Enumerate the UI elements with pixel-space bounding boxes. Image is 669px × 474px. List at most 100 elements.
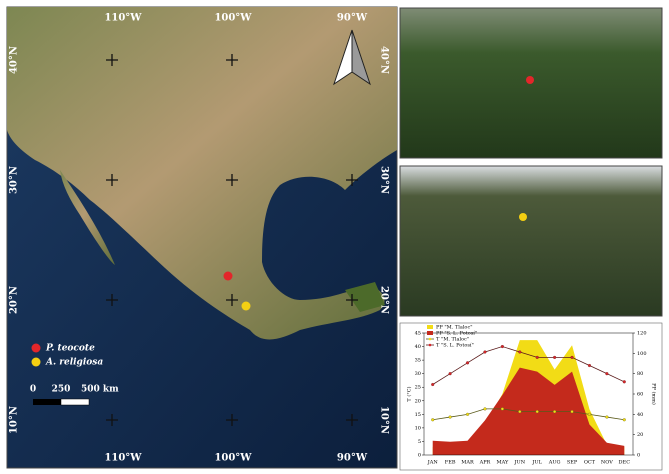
latitude-label: 20°N <box>379 286 390 314</box>
temperature-point <box>448 372 452 376</box>
legend-label: T "M. Tlaloc" <box>436 337 469 343</box>
y-tick-label: 30 <box>415 371 421 377</box>
latitude-label: 30°N <box>9 166 20 194</box>
map-panel <box>6 6 398 469</box>
y2-tick-label: 0 <box>637 453 640 459</box>
legend-swatch <box>31 357 41 367</box>
y2-tick-label: 100 <box>637 351 647 357</box>
north-arrow <box>333 29 371 86</box>
temperature-point <box>518 410 522 414</box>
y2-tick-label: 20 <box>637 432 643 438</box>
site-marker <box>526 76 534 84</box>
x-tick-label: JUN <box>513 460 525 466</box>
temperature-point <box>518 350 522 354</box>
grid-crosses <box>106 54 358 426</box>
longitude-label: 90°W <box>337 453 368 464</box>
x-tick-label: MAR <box>461 460 474 466</box>
temperature-point <box>483 350 487 354</box>
latitude-label: 20°N <box>9 286 20 314</box>
x-tick-label: MAY <box>496 460 509 466</box>
y-tick-label: 25 <box>415 385 421 391</box>
temperature-point <box>500 345 504 349</box>
legend-swatch <box>427 331 433 335</box>
terrain-view-2 <box>399 165 663 317</box>
y2-tick-label: 60 <box>637 392 643 398</box>
y2-tick-label: 80 <box>637 371 643 377</box>
latitude-label: 30°N <box>379 166 390 194</box>
temperature-point <box>465 412 470 416</box>
y2-tick-label: 120 <box>637 331 647 337</box>
longitude-label: 110°W <box>104 13 142 24</box>
scale-label: 500 km <box>81 385 119 395</box>
temperature-point <box>587 412 592 416</box>
legend-label: P. teocote <box>45 344 95 354</box>
latitude-label: 40°N <box>9 46 20 74</box>
temperature-point <box>431 382 435 387</box>
temperature-point <box>605 372 609 376</box>
baja-california <box>60 170 115 265</box>
legend-swatch <box>427 325 433 329</box>
scale-bar-segment <box>60 398 90 406</box>
y-axis-title: T (°C) <box>406 386 413 401</box>
x-tick-label: OCT <box>584 460 596 466</box>
temperature-point <box>431 418 435 422</box>
legend-label: T "S. L. Potosí" <box>436 342 474 349</box>
x-tick-label: JAN <box>427 460 439 466</box>
yucatan <box>345 282 385 312</box>
legend-swatch <box>428 343 432 347</box>
temperature-point <box>483 407 487 411</box>
y-tick-label: 5 <box>418 439 421 445</box>
legend-label: PP "M. Tlaloc" <box>436 325 473 331</box>
longitude-label: 110°W <box>104 453 142 464</box>
temperature-point <box>448 415 452 419</box>
y-tick-label: 20 <box>415 398 421 404</box>
longitude-label: 90°W <box>337 13 368 24</box>
temperature-point <box>465 361 470 365</box>
x-tick-label: SEP <box>567 460 578 466</box>
temperature-point <box>587 363 592 368</box>
x-tick-label: DEC <box>619 460 631 466</box>
y-tick-label: 35 <box>415 358 421 364</box>
temperature-line <box>432 408 625 421</box>
scale-label: 250 <box>52 385 71 395</box>
scale-label: 0 <box>30 385 36 395</box>
temperature-point <box>500 407 504 411</box>
temperature-point <box>535 355 539 359</box>
y2-tick-label: 40 <box>637 412 643 418</box>
temperature-point <box>553 355 557 359</box>
site-marker <box>519 213 527 221</box>
x-tick-label: FEB <box>445 460 456 466</box>
temperature-point <box>553 410 557 414</box>
x-tick-label: APR <box>479 460 491 466</box>
y-tick-label: 0 <box>418 453 421 459</box>
latitude-label: 10°N <box>379 406 390 434</box>
x-tick-label: AUG <box>548 460 561 466</box>
site-marker <box>241 301 251 311</box>
y-tick-label: 15 <box>415 412 421 418</box>
legend-label: A. religiosa <box>45 358 103 368</box>
temperature-point <box>605 415 609 419</box>
land <box>7 7 397 340</box>
legend-label: PP "S. L. Potosí" <box>436 330 477 337</box>
y-tick-label: 40 <box>415 344 421 350</box>
y2-axis-title: PP (mm) <box>651 383 658 405</box>
temperature-point <box>570 410 574 414</box>
temperature-point <box>622 418 626 422</box>
temperature-point <box>570 355 574 359</box>
latitude-label: 10°N <box>9 406 20 434</box>
y-tick-label: 45 <box>415 331 421 337</box>
scale-bar-segment <box>33 399 61 405</box>
legend-swatch <box>31 343 41 353</box>
y-tick-label: 10 <box>415 425 421 431</box>
latitude-label: 40°N <box>379 46 390 74</box>
temperature-point <box>535 410 539 414</box>
longitude-label: 100°W <box>214 453 252 464</box>
temperature-line <box>432 346 625 385</box>
x-tick-label: JUL <box>531 460 542 466</box>
x-tick-label: NOV <box>601 460 613 466</box>
legend-swatch <box>428 337 432 341</box>
temperature-point <box>622 380 626 384</box>
longitude-label: 100°W <box>214 13 252 24</box>
site-marker <box>223 271 233 281</box>
